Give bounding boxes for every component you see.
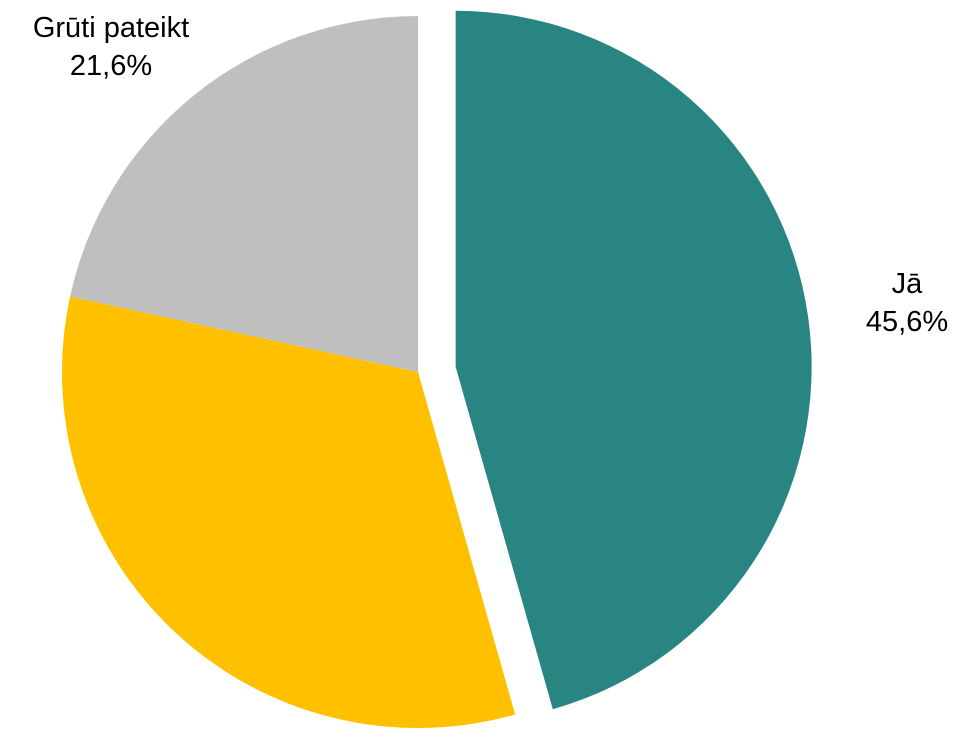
data-label-slice-1: Jā 45,6% bbox=[866, 268, 948, 338]
pie-slice-3 bbox=[70, 16, 419, 372]
data-label-category: Jā bbox=[892, 268, 924, 300]
pie-slice-2 bbox=[61, 296, 516, 728]
data-label-value: 45,6% bbox=[866, 306, 948, 338]
pie-slices bbox=[61, 10, 812, 728]
data-label-category: Grūti pateikt bbox=[33, 12, 189, 44]
pie-data-labels: Jā 45,6% Grūti pateikt 21,6% bbox=[33, 12, 948, 338]
data-label-slice-3: Grūti pateikt 21,6% bbox=[33, 12, 189, 82]
data-label-value: 21,6% bbox=[70, 50, 152, 82]
pie-slice-1 bbox=[455, 10, 812, 710]
